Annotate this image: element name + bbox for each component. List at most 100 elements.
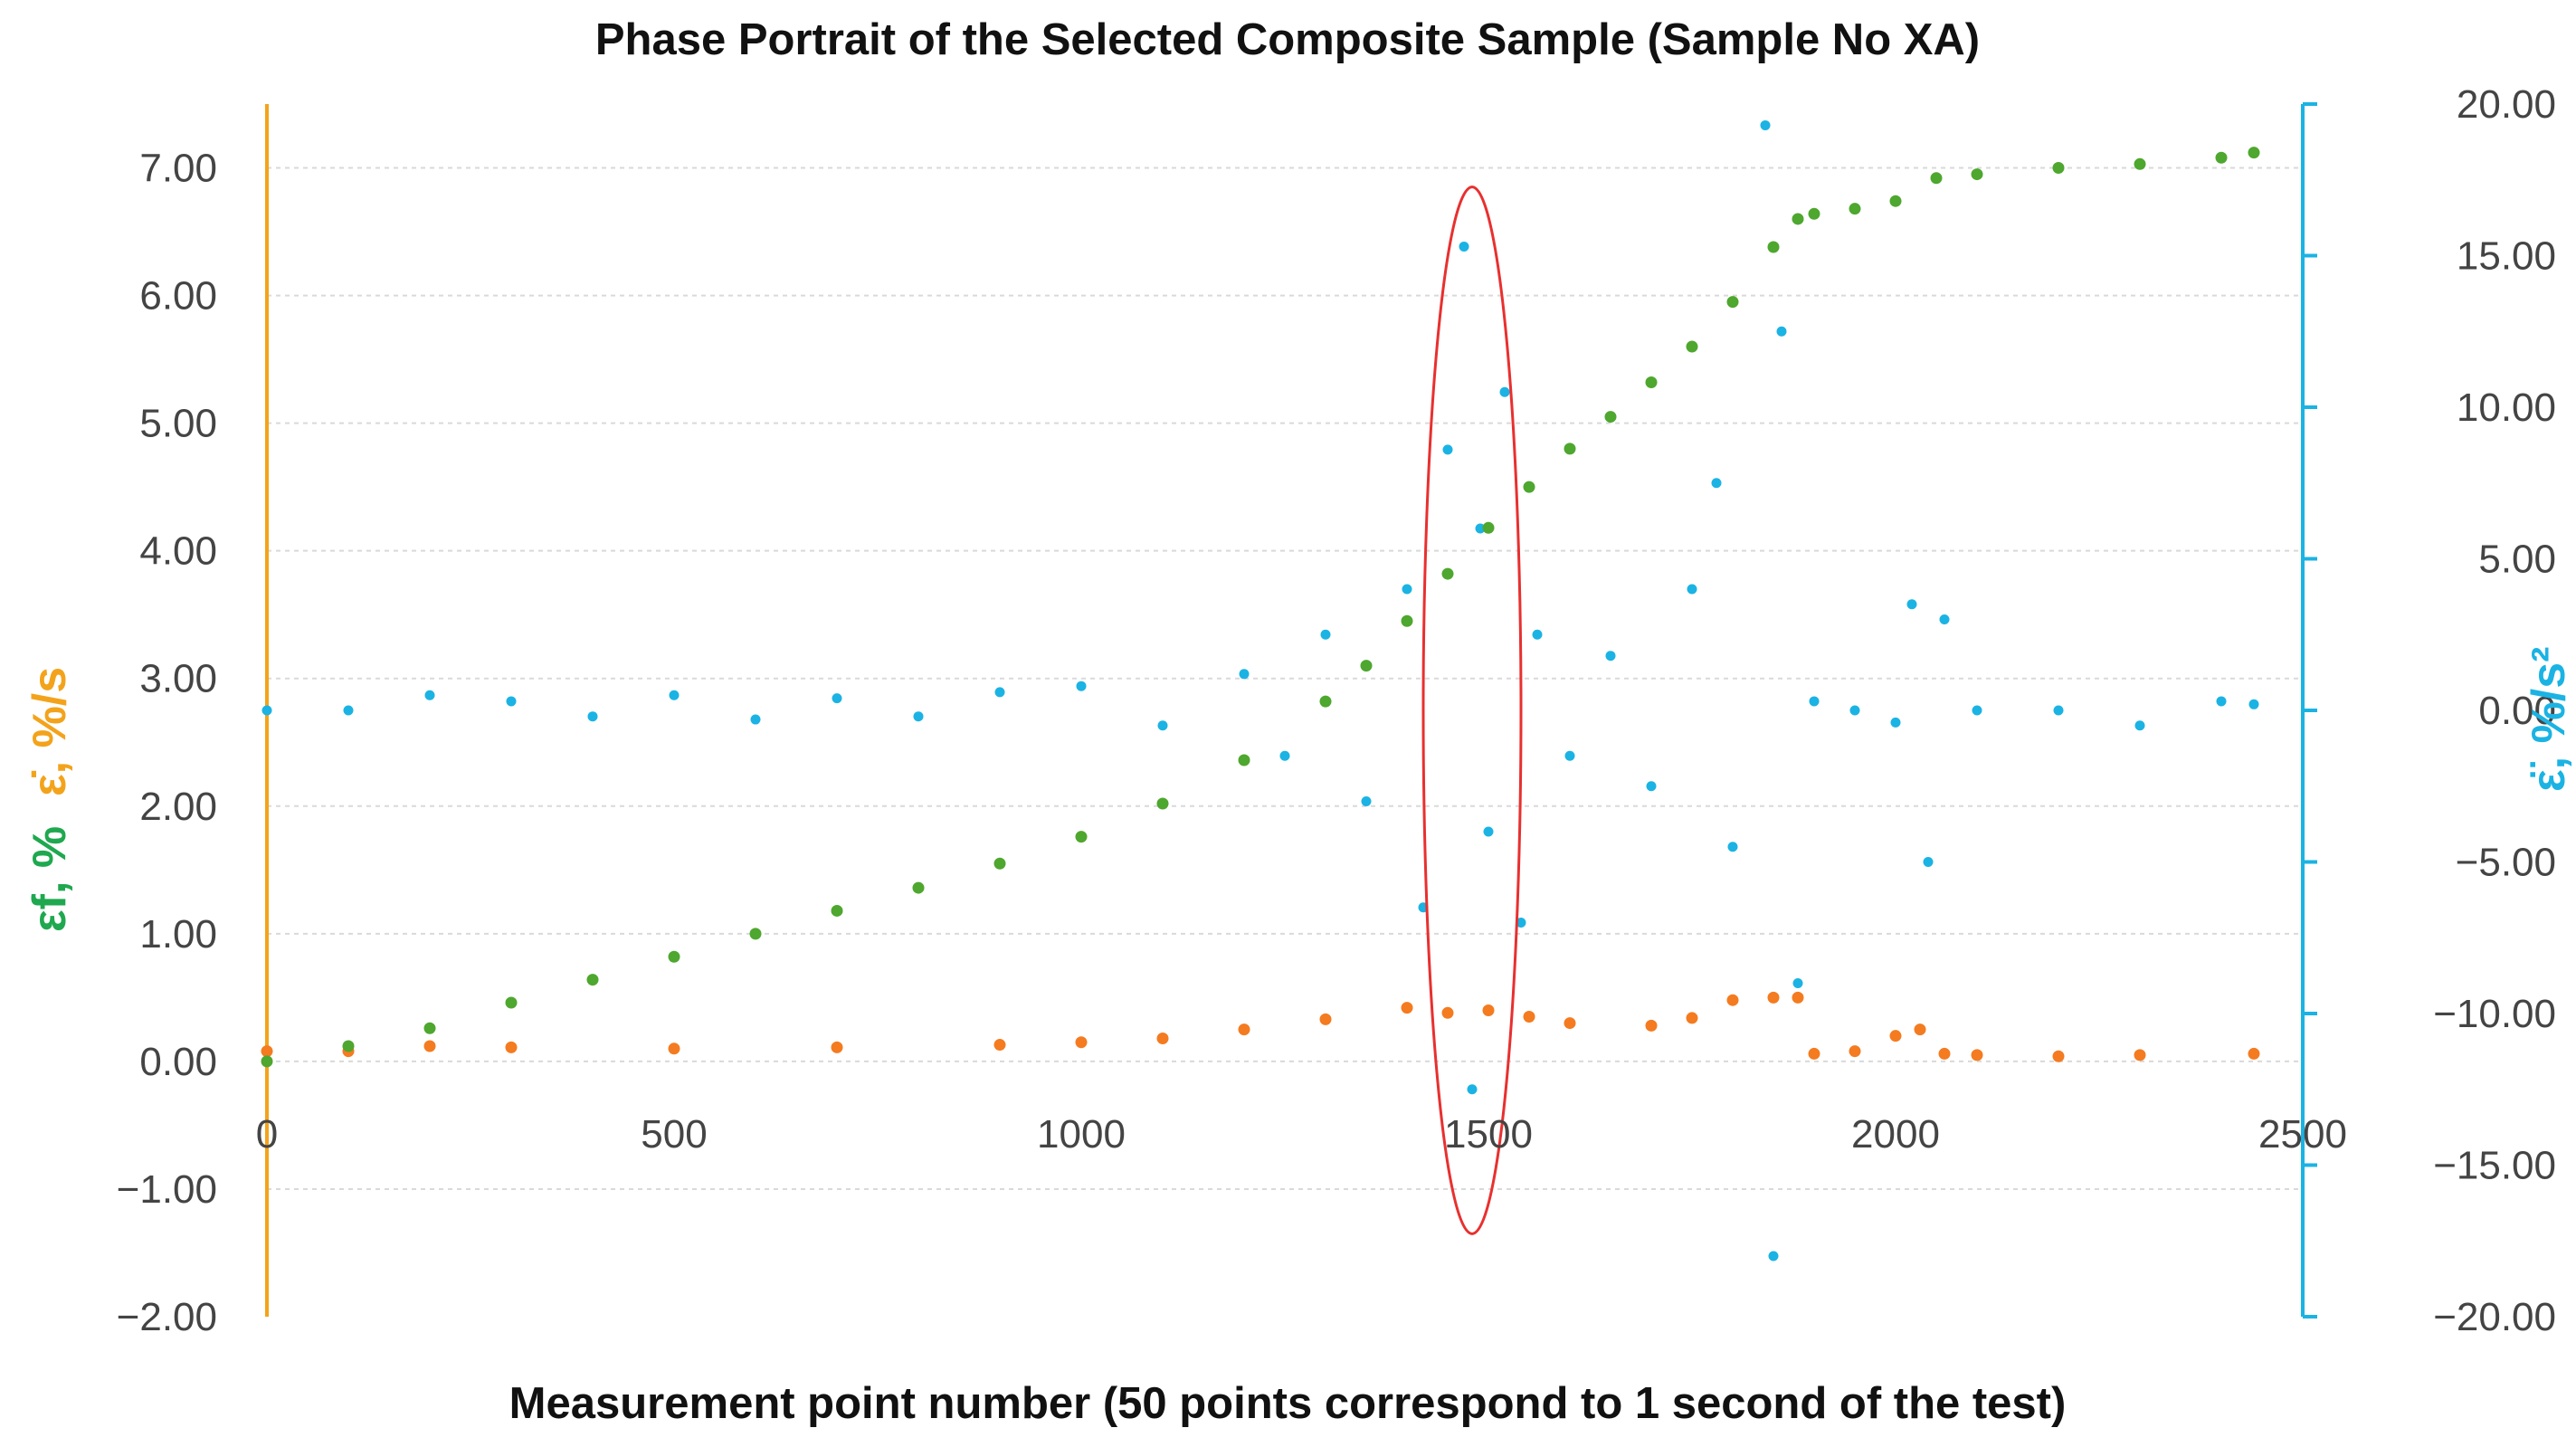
strain-rate-point xyxy=(1564,1017,1576,1030)
strain-rate-point xyxy=(1914,1023,1926,1036)
y-right-tick-label: −20.00 xyxy=(2433,1295,2556,1339)
strain-point xyxy=(505,996,518,1009)
strain-rate-point xyxy=(1645,1019,1658,1032)
strain-point xyxy=(1889,195,1902,207)
strain-rate-point xyxy=(1238,1023,1250,1036)
strain-accel-point xyxy=(913,711,924,722)
strain-accel-point xyxy=(1467,1084,1478,1095)
strain-accel-point xyxy=(1906,599,1917,610)
strain-rate-point xyxy=(1319,1013,1332,1025)
strain-point xyxy=(1792,213,1804,225)
y-right-tick-label: 20.00 xyxy=(2457,82,2556,127)
strain-accel-point xyxy=(2248,699,2259,709)
x-tick-label: 500 xyxy=(641,1112,707,1157)
strain-accel-point xyxy=(669,690,680,700)
strain-point xyxy=(2052,162,2065,175)
strain-accel-point xyxy=(1768,1251,1779,1261)
gridlines xyxy=(267,167,2303,1190)
tick-labels: 0 500 1000 1500 2000 2500 −2.00 −1.00 0.00 1.00 2.… xyxy=(117,82,2556,1339)
strain-point xyxy=(261,1055,273,1068)
strain-point xyxy=(1360,660,1373,672)
strain-accel-point xyxy=(261,705,272,716)
y-right-tick-label: 5.00 xyxy=(2478,538,2556,582)
strain-point xyxy=(831,904,843,917)
strain-point xyxy=(1808,207,1820,220)
strain-rate-point xyxy=(2248,1047,2260,1060)
strain-point xyxy=(993,857,1006,870)
strain-accel-point xyxy=(587,711,598,722)
strain-rate-point xyxy=(1767,991,1780,1004)
strain-rate-point xyxy=(1441,1006,1454,1019)
strain-accel-point xyxy=(1760,119,1771,130)
strain-rate-point xyxy=(1808,1047,1820,1060)
strain-accel-point xyxy=(1890,717,1901,728)
x-tick-label: 1500 xyxy=(1444,1112,1533,1157)
strain-point xyxy=(1686,340,1698,353)
strain-accel-point xyxy=(1646,781,1657,792)
left-axis-title-strain: εf, % xyxy=(24,826,76,932)
strain-point xyxy=(1156,797,1169,810)
strain-accel-point xyxy=(832,693,842,704)
strain-accel-point xyxy=(1076,681,1087,691)
y-left-tick-label: 4.00 xyxy=(139,529,217,574)
strain-point xyxy=(2134,157,2146,170)
strain-accel-point xyxy=(1516,918,1526,928)
x-tick-label: 1000 xyxy=(1037,1112,1126,1157)
strain-accel-point xyxy=(994,687,1005,698)
annotation-layer xyxy=(1421,186,1523,1235)
strain-point xyxy=(1075,831,1088,843)
y-right-tick-label: 10.00 xyxy=(2457,386,2556,430)
strain-accel-point xyxy=(1727,842,1738,852)
strain-accel-point xyxy=(1157,720,1168,731)
strain-rate-point xyxy=(1523,1011,1535,1023)
y-right-tick-label: −5.00 xyxy=(2456,841,2556,885)
strain-point xyxy=(1482,521,1495,534)
strain-point xyxy=(668,950,680,963)
y-left-tick-label: −1.00 xyxy=(117,1167,217,1212)
y-left-tick-label: 0.00 xyxy=(139,1040,217,1084)
right-axis-title: ε̈, %/s² xyxy=(2523,647,2575,793)
right-axis-title-group: ε̈, %/s² xyxy=(2523,647,2575,793)
y-left-tick-label: 7.00 xyxy=(139,147,217,191)
strain-accel-point xyxy=(424,690,435,700)
strain-accel-point xyxy=(2053,705,2064,716)
strain-accel-point xyxy=(506,696,517,707)
strain-point xyxy=(1238,754,1250,766)
strain-accel-point xyxy=(1605,651,1616,662)
x-tick-label: 2500 xyxy=(2258,1112,2347,1157)
strain-point xyxy=(423,1022,436,1034)
strain-accel-point xyxy=(1279,750,1290,761)
y-left-tick-label: 1.00 xyxy=(139,912,217,957)
strain-point xyxy=(1849,203,1861,215)
strain-accel-point xyxy=(1499,386,1510,397)
strain-accel-point xyxy=(1711,478,1722,489)
highlight-ellipse xyxy=(1421,186,1523,1235)
chart-title: Phase Portrait of the Selected Composite… xyxy=(595,15,1980,64)
strain-rate-point xyxy=(831,1041,843,1053)
strain-rate-point xyxy=(1792,991,1804,1004)
strain-point xyxy=(1523,481,1535,493)
y-right-tick-label: 0.00 xyxy=(2478,689,2556,733)
strain-rate-point xyxy=(1938,1047,1951,1060)
strain-point xyxy=(749,928,762,940)
y-left-tick-label: 5.00 xyxy=(139,402,217,446)
strain-rate-point xyxy=(1075,1036,1088,1049)
strain-accel-point xyxy=(1402,584,1412,595)
strain-accel-point xyxy=(1972,705,1982,716)
y-left-tick-label: 6.00 xyxy=(139,274,217,319)
y-left-tick-label: 3.00 xyxy=(139,657,217,701)
strain-rate-point xyxy=(1889,1030,1902,1042)
y-left-tick-label: −2.00 xyxy=(117,1295,217,1339)
strain-rate-point xyxy=(668,1042,680,1055)
strain-rate-point xyxy=(1726,994,1739,1006)
strain-point xyxy=(1604,411,1617,424)
strain-accel-point xyxy=(1532,629,1543,640)
strain-point xyxy=(586,974,599,986)
strain-accel-point xyxy=(2134,720,2145,731)
strain-rate-point xyxy=(1482,1004,1495,1016)
strain-point xyxy=(1441,567,1454,580)
strain-point xyxy=(1767,241,1780,253)
series-layer xyxy=(261,119,2260,1261)
strain-accel-point xyxy=(1687,584,1697,595)
